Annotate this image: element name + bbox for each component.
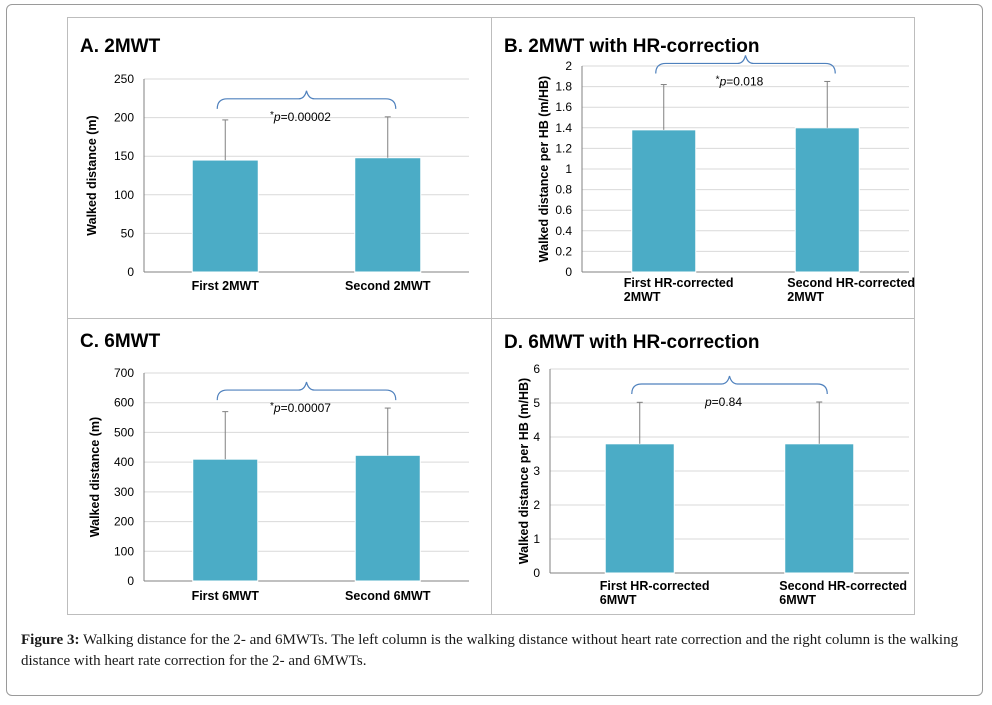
y-tick-label-b: 1.4: [555, 121, 572, 135]
y-tick-label-b: 0.4: [555, 224, 572, 238]
y-tick-label-d: 2: [533, 498, 540, 512]
y-tick-label-d: 4: [533, 430, 540, 444]
bar-c-2: [354, 454, 421, 582]
y-tick-label-d: 1: [533, 532, 540, 546]
p-value-annotation-a: *p=0.00002: [270, 110, 331, 124]
bar-c-1: [192, 458, 259, 582]
panel-divider-horizontal: [67, 318, 915, 319]
x-category-line: 2MWT: [787, 290, 824, 304]
y-tick-label-a: 200: [114, 111, 134, 125]
x-category-label-d-2: Second HR-corrected 6MWT: [779, 579, 907, 607]
chart-panel-a: A. 2MWT 0 50 100 150 200 250 Walked distance (m…: [80, 36, 469, 293]
y-tick-label-d: 5: [533, 396, 540, 410]
y-tick-label-c: 100: [114, 544, 134, 558]
y-tick-label-c: 300: [114, 485, 134, 499]
p-value-annotation-c: *p=0.00007: [270, 401, 331, 415]
x-category-line: First 2MWT: [192, 279, 260, 293]
y-tick-label-b: 1: [565, 162, 572, 176]
x-category-line: Second 2MWT: [345, 279, 431, 293]
y-tick-label-c: 0: [127, 574, 134, 588]
p-value-number: =0.84: [712, 395, 743, 409]
p-value-symbol: p: [704, 395, 712, 409]
x-category-line: 2MWT: [624, 290, 661, 304]
x-category-line: Second HR-corrected: [787, 276, 915, 290]
bar-a-1: [191, 159, 259, 273]
x-category-label-a-2: Second 2MWT: [345, 279, 431, 293]
p-value-asterisk: *: [716, 74, 720, 85]
p-value-symbol: p: [273, 401, 281, 415]
chart-title-a: A. 2MWT: [80, 36, 161, 57]
y-tick-label-b: 1.8: [555, 80, 572, 94]
y-tick-label-a: 150: [114, 149, 134, 163]
chart-panel-b: B. 2MWT with HR-correction 0 0.2 0.4 0.6 0.8 1…: [504, 36, 915, 304]
chart-title-b: B. 2MWT with HR-correction: [504, 36, 759, 57]
y-tick-label-b: 0: [565, 265, 572, 279]
y-tick-label-a: 0: [127, 265, 134, 279]
y-tick-label-d: 0: [533, 566, 540, 580]
figure-frame: [6, 4, 983, 696]
significance-bracket-b: [655, 55, 836, 74]
p-value-asterisk: *: [270, 110, 274, 121]
x-category-label-c-1: First 6MWT: [192, 589, 260, 603]
caption-text: Walking distance for the 2- and 6MWTs. T…: [21, 632, 959, 669]
x-category-line: Second 6MWT: [345, 589, 431, 603]
x-category-line: First HR-corrected: [624, 276, 734, 290]
significance-bracket-d: [631, 375, 828, 395]
panel-divider-vertical: [491, 17, 492, 615]
p-value-annotation-d: p=0.84: [704, 395, 742, 409]
p-value-number: =0.00002: [281, 110, 332, 124]
chart-panel-d: D. 6MWT with HR-correction 0 1 2 3 4 5 6Walked …: [504, 332, 909, 607]
y-axis-label-b: Walked distance per HB (m/HB): [537, 76, 551, 262]
p-value-symbol: p: [719, 74, 727, 88]
y-tick-label-a: 250: [114, 72, 134, 86]
p-value-annotation-b: *p=0.018: [716, 74, 764, 88]
y-tick-label-c: 500: [114, 425, 134, 439]
y-tick-label-d: 6: [533, 362, 540, 376]
chart-title-c: C. 6MWT: [80, 331, 161, 352]
y-tick-label-a: 50: [121, 226, 135, 240]
significance-bracket-c: [216, 381, 397, 401]
x-category-line: First 6MWT: [192, 589, 260, 603]
y-tick-label-c: 600: [114, 396, 134, 410]
p-value-number: =0.00007: [281, 401, 332, 415]
y-tick-label-b: 0.8: [555, 183, 572, 197]
y-axis-label-d: Walked distance per HB (m/HB): [517, 378, 531, 564]
x-category-line: 6MWT: [600, 593, 637, 607]
y-tick-label-b: 0.6: [555, 203, 572, 217]
bar-a-2: [354, 157, 422, 273]
y-tick-label-d: 3: [533, 464, 540, 478]
y-tick-label-c: 700: [114, 366, 134, 380]
bar-d-1: [604, 443, 675, 574]
y-tick-label-b: 0.2: [555, 244, 572, 258]
bar-b-1: [631, 129, 697, 273]
x-category-line: Second HR-corrected: [779, 579, 907, 593]
x-category-label-a-1: First 2MWT: [192, 279, 260, 293]
chart-title-d: D. 6MWT with HR-correction: [504, 332, 759, 353]
x-category-line: First HR-corrected: [600, 579, 710, 593]
y-tick-label-a: 100: [114, 188, 134, 202]
x-category-label-c-2: Second 6MWT: [345, 589, 431, 603]
x-category-label-b-1: First HR-corrected 2MWT: [624, 276, 734, 304]
p-value-symbol: p: [273, 110, 281, 124]
caption-label: Figure 3:: [21, 632, 80, 648]
chart-panel-c: C. 6MWT 0 100 200 300 400 500 600 700 Walked dist…: [80, 331, 469, 603]
significance-bracket-a: [216, 90, 397, 109]
y-axis-label-a: Walked distance (m): [85, 115, 99, 235]
p-value-number: =0.018: [726, 74, 763, 88]
y-axis-label-c: Walked distance (m): [88, 417, 102, 537]
x-category-label-d-1: First HR-corrected 6MWT: [600, 579, 710, 607]
y-tick-label-b: 1.6: [555, 100, 572, 114]
y-tick-label-b: 2: [565, 59, 572, 73]
p-value-asterisk: *: [270, 401, 274, 412]
y-tick-label-c: 200: [114, 515, 134, 529]
y-tick-label-b: 1.2: [555, 141, 572, 155]
x-category-label-b-2: Second HR-corrected 2MWT: [787, 276, 915, 304]
x-category-line: 6MWT: [779, 593, 816, 607]
bar-d-2: [784, 443, 855, 574]
y-tick-label-c: 400: [114, 455, 134, 469]
figure-caption: Figure 3: Walking distance for the 2- an…: [21, 630, 976, 672]
bar-b-2: [794, 127, 860, 273]
